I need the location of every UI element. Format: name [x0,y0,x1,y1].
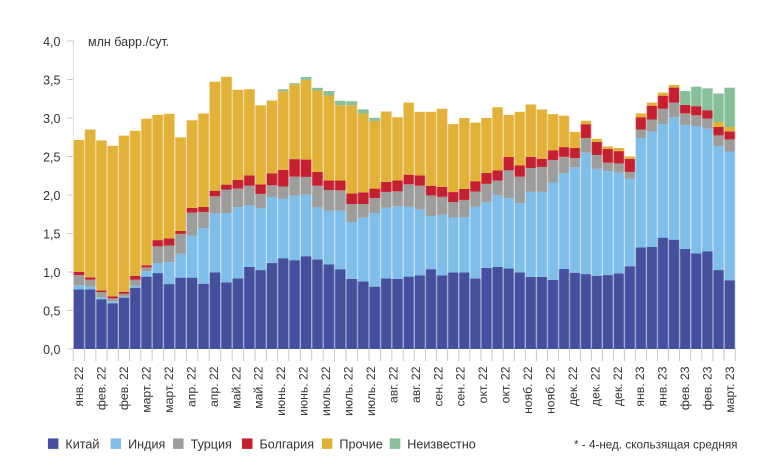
svg-text:май. 22: май. 22 [252,366,266,409]
svg-text:июль. 22: июль. 22 [342,366,356,416]
svg-text:1,0: 1,0 [43,266,60,280]
svg-text:Болгария: Болгария [260,438,315,452]
svg-text:окт. 22: окт. 22 [476,366,490,403]
svg-text:фев. 22: фев. 22 [117,366,131,410]
svg-text:авг. 22: авг. 22 [386,366,400,403]
svg-text:май. 22: май. 22 [229,366,243,409]
svg-text:млн барр./сут.: млн барр./сут. [88,35,169,49]
svg-text:3,0: 3,0 [43,112,60,126]
svg-text:янв. 23: янв. 23 [656,366,670,406]
svg-text:фев. 22: фев. 22 [95,366,109,410]
svg-text:янв. 22: янв. 22 [72,366,86,406]
svg-text:фев. 23: фев. 23 [678,366,692,410]
svg-text:4,0: 4,0 [43,35,60,49]
svg-text:дек. 22: дек. 22 [588,366,602,406]
svg-text:июль. 22: июль. 22 [319,366,333,416]
svg-text:* - 4-нед. скользящая средняя: * - 4-нед. скользящая средняя [574,439,737,452]
svg-text:авг. 22: авг. 22 [409,366,423,403]
svg-text:сен. 22: сен. 22 [454,366,468,406]
svg-text:дек. 22: дек. 22 [566,366,580,406]
svg-text:июнь. 22: июнь. 22 [297,366,311,416]
svg-text:Неизвестно: Неизвестно [407,438,476,452]
svg-text:фев. 23: фев. 23 [701,366,715,410]
svg-text:март. 22: март. 22 [140,366,154,412]
svg-text:март. 23: март. 23 [723,366,737,412]
svg-text:Турция: Турция [191,438,232,452]
svg-text:нояб. 22: нояб. 22 [543,366,557,414]
svg-text:дек. 22: дек. 22 [611,366,625,406]
svg-text:нояб. 22: нояб. 22 [521,366,535,414]
svg-text:2,0: 2,0 [43,189,60,203]
svg-text:Китай: Китай [65,438,99,452]
svg-text:окт. 22: окт. 22 [499,366,513,403]
svg-text:апр. 22: апр. 22 [184,366,198,407]
svg-text:сен. 22: сен. 22 [431,366,445,406]
svg-text:0,5: 0,5 [43,305,60,319]
svg-text:март. 22: март. 22 [162,366,176,412]
svg-text:янв. 23: янв. 23 [633,366,647,406]
svg-text:3,5: 3,5 [43,74,60,88]
svg-text:апр. 22: апр. 22 [207,366,221,407]
svg-text:1,5: 1,5 [43,228,60,242]
svg-text:Прочие: Прочие [339,438,382,452]
svg-text:Индия: Индия [128,438,165,452]
svg-text:июнь. 22: июнь. 22 [274,366,288,416]
svg-text:2,5: 2,5 [43,151,60,165]
svg-text:июль. 22: июль. 22 [364,366,378,416]
svg-text:0,0: 0,0 [43,343,60,357]
